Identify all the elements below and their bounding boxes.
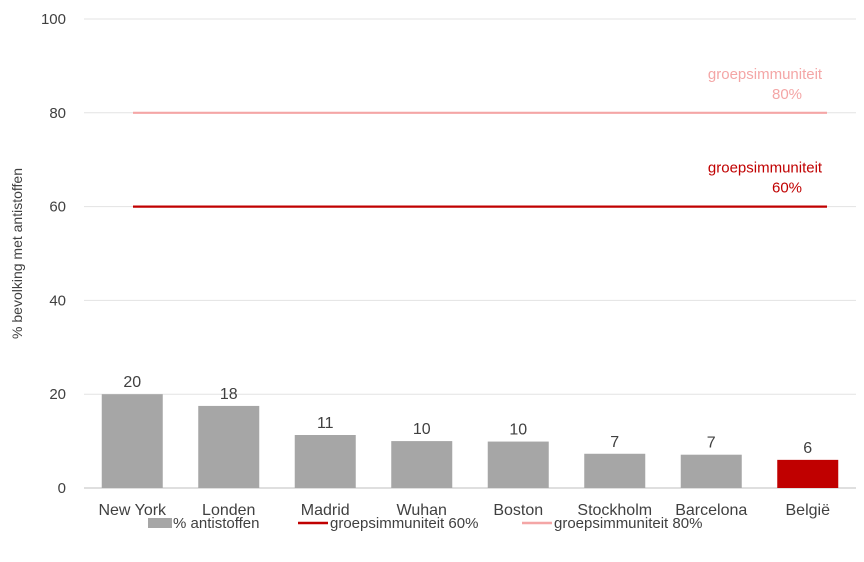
bar-madrid xyxy=(294,435,356,488)
category-label: Boston xyxy=(493,502,543,519)
y-tick-label: 100 xyxy=(41,11,66,28)
legend-label: groepsimmuniteit 80% xyxy=(554,515,702,532)
bar-londen xyxy=(198,405,260,488)
y-axis-ticks: 0 20 40 60 80 100 xyxy=(41,11,66,497)
bar-barcelona xyxy=(680,454,742,488)
data-label: 11 xyxy=(317,415,334,432)
data-label: 6 xyxy=(803,440,812,457)
y-axis-title: % bevolking met antistoffen xyxy=(9,168,25,339)
category-labels: New York Londen Madrid Wuhan Boston Stockholm… xyxy=(98,502,830,519)
y-tick-label: 40 xyxy=(49,292,66,309)
category-label: Londen xyxy=(202,502,255,519)
y-tick-label: 80 xyxy=(49,105,66,122)
reference-label-line1: groepsimmuniteit xyxy=(708,66,823,83)
data-label: 10 xyxy=(413,421,431,438)
bar-boston xyxy=(487,441,549,488)
y-tick-label: 20 xyxy=(49,386,66,403)
legend-label: groepsimmuniteit 60% xyxy=(330,515,478,532)
category-label: Stockholm xyxy=(577,502,652,519)
category-label: New York xyxy=(98,502,167,519)
category-label: Barcelona xyxy=(675,502,747,519)
legend: % antistoffen groepsimmuniteit 60% groepsi… xyxy=(148,515,702,532)
data-label: 7 xyxy=(610,434,619,451)
bars xyxy=(101,394,839,488)
data-labels: 20 18 11 10 10 7 7 6 xyxy=(123,374,812,457)
bar-new-york xyxy=(101,394,163,488)
legend-swatch-antistoffen xyxy=(148,518,172,528)
category-label: Wuhan xyxy=(397,502,447,519)
bar-belgië xyxy=(777,459,839,488)
data-label: 7 xyxy=(707,435,716,452)
y-tick-label: 0 xyxy=(58,480,66,497)
bar-wuhan xyxy=(391,441,453,488)
reference-label-line2: 80% xyxy=(772,86,802,103)
legend-label: % antistoffen xyxy=(173,515,259,532)
bar-stockholm xyxy=(584,453,646,488)
reference-lines: groepsimmuniteit 60% groepsimmuniteit 80% xyxy=(133,66,827,208)
reference-label-line1: groepsimmuniteit xyxy=(708,160,823,177)
y-tick-label: 60 xyxy=(49,199,66,216)
category-label: België xyxy=(786,502,831,519)
data-label: 20 xyxy=(123,374,141,391)
reference-label-line2: 60% xyxy=(772,180,802,197)
data-label: 10 xyxy=(509,422,527,439)
category-label: Madrid xyxy=(301,502,350,519)
data-label: 18 xyxy=(220,386,238,403)
